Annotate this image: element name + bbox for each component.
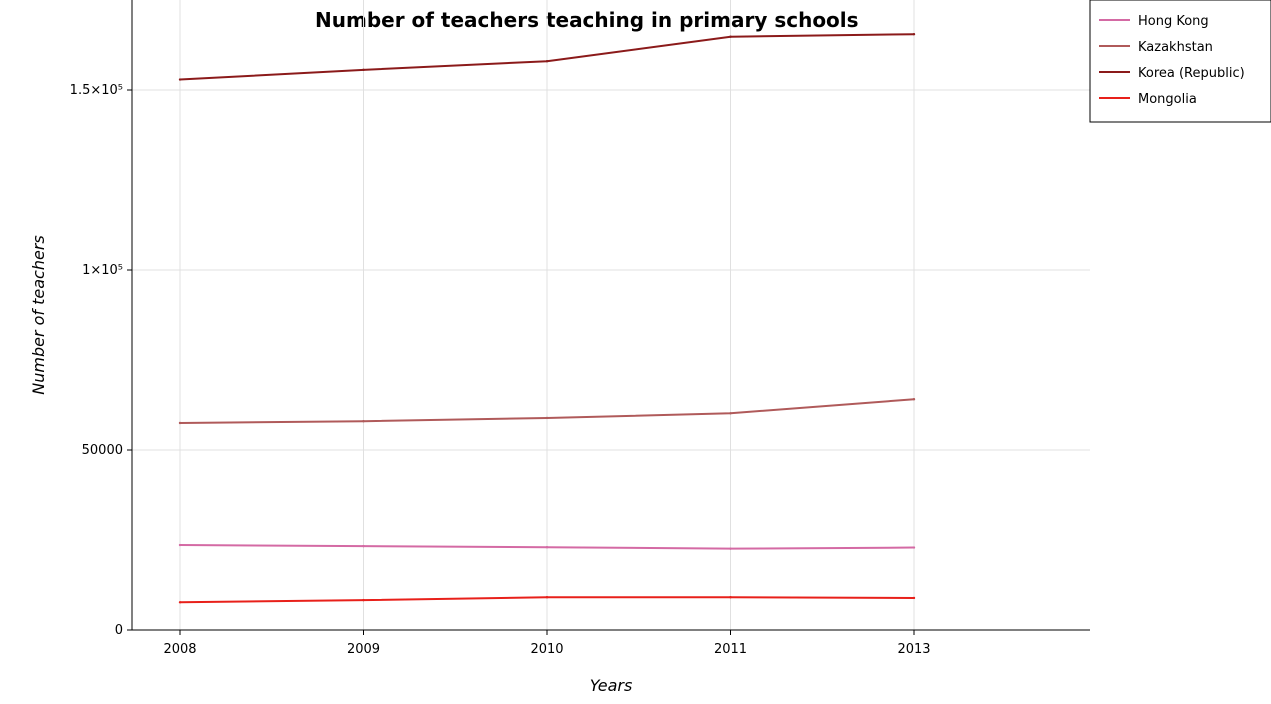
y-tick-label: 1×10⁵ (82, 263, 123, 278)
grid (132, 0, 1090, 631)
data-point (545, 546, 549, 549)
data-point (178, 601, 182, 604)
series (178, 33, 916, 604)
legend-label: Korea (Republic) (1138, 66, 1245, 81)
data-point (729, 547, 732, 550)
y-tick-label: 0 (115, 623, 123, 638)
x-axis-title: Years (590, 676, 633, 695)
data-point (912, 546, 916, 549)
legend-label: Hong Kong (1138, 14, 1209, 29)
data-point (912, 596, 916, 600)
x-tick-label: 2009 (347, 642, 380, 657)
data-point (178, 543, 182, 547)
data-point (545, 416, 549, 420)
data-point (362, 598, 365, 602)
data-point (362, 544, 365, 548)
data-point (729, 596, 732, 599)
data-point (362, 420, 365, 423)
legend-label: Mongolia (1138, 92, 1197, 107)
x-ticks: 2008 2009 2010 2011 2013 (163, 630, 931, 657)
y-axis-title: Number of teachers (29, 235, 48, 394)
y-tick-label: 50000 (82, 443, 123, 458)
data-point (912, 33, 916, 36)
data-point (178, 421, 182, 425)
data-point (729, 412, 732, 415)
data-point (545, 596, 549, 599)
data-point (912, 398, 916, 401)
data-point (178, 78, 182, 81)
data-point (545, 60, 549, 63)
x-tick-label: 2008 (163, 642, 196, 657)
legend-label: Kazakhstan (1138, 40, 1213, 55)
x-tick-label: 2010 (530, 642, 563, 657)
data-point (362, 68, 365, 72)
x-tick-label: 2011 (714, 642, 747, 657)
x-tick-label: 2013 (897, 642, 930, 657)
data-point (729, 35, 732, 38)
legend: Hong Kong Kazakhstan Korea (Republic) Mongo… (1089, 0, 1271, 123)
y-tick-label: 1.5×10⁵ (70, 83, 123, 98)
y-ticks: 0 50000 1×10⁵ 1.5×10⁵ (70, 83, 132, 638)
chart-title: Number of teachers teaching in primary s… (315, 8, 859, 32)
